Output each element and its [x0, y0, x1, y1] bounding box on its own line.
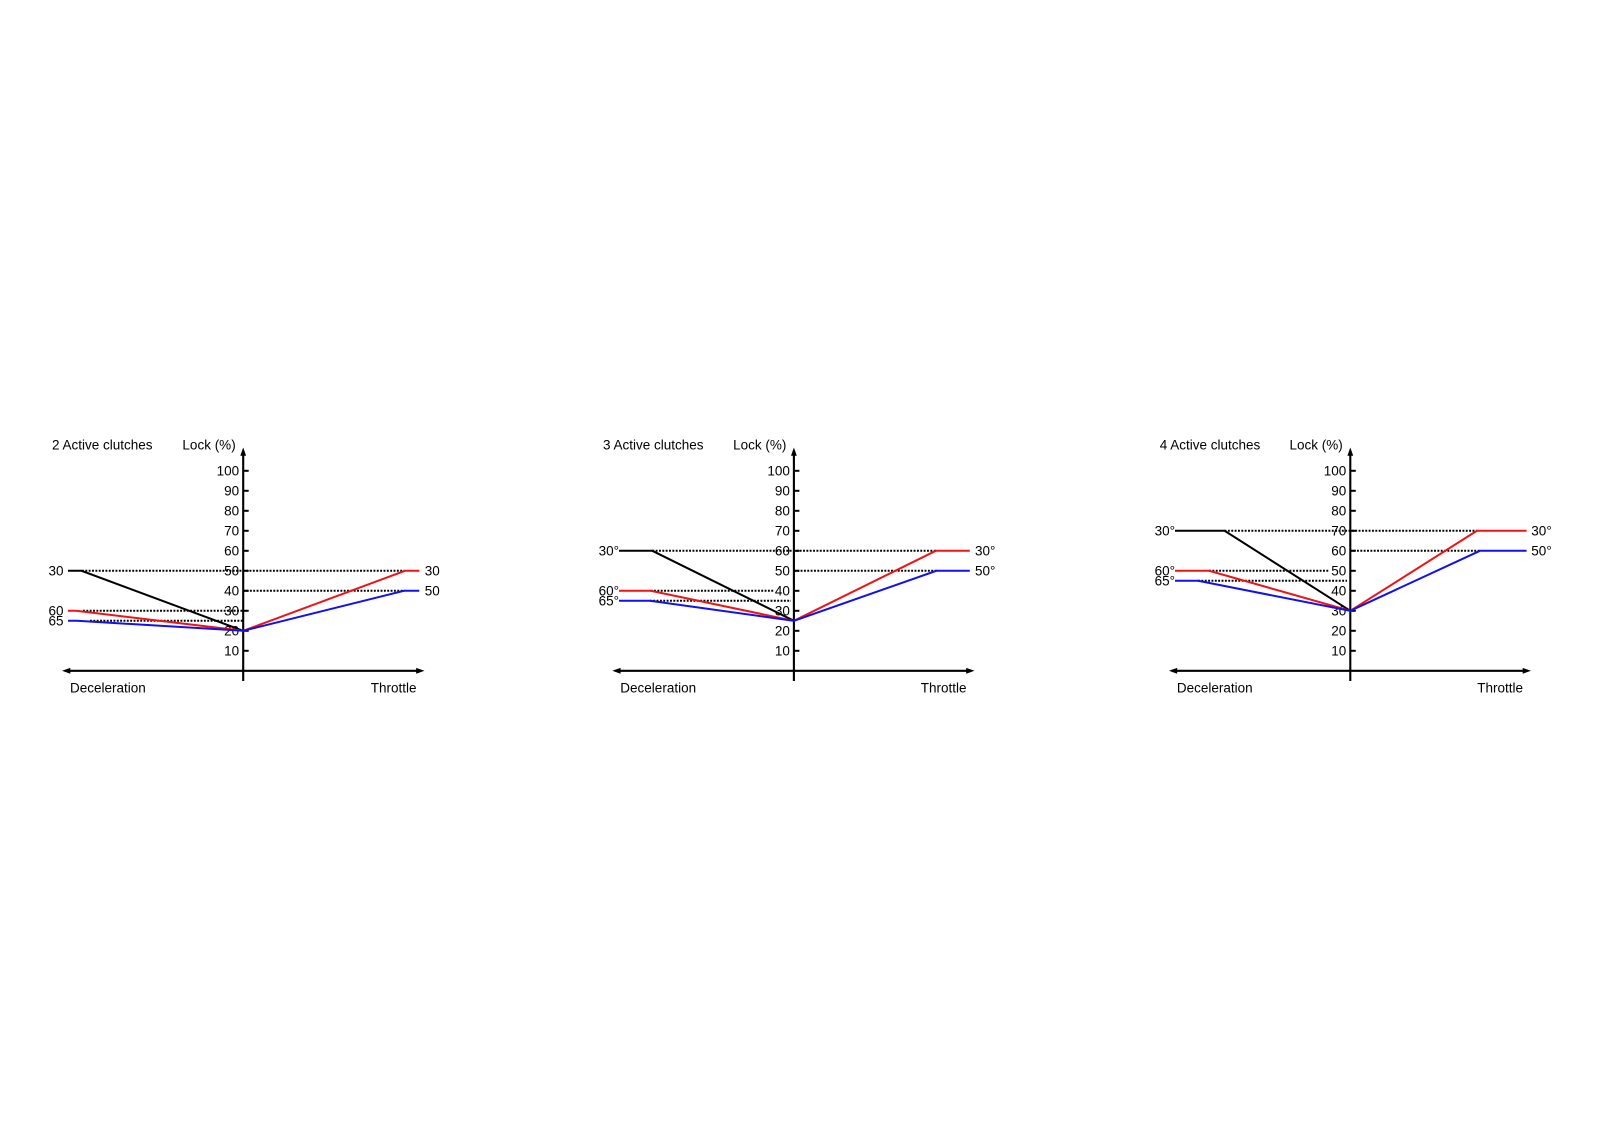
svg-text:30°: 30°	[599, 543, 619, 558]
svg-text:80: 80	[224, 503, 239, 518]
svg-text:40: 40	[224, 583, 239, 598]
svg-text:60: 60	[1331, 543, 1346, 558]
svg-text:20: 20	[1331, 623, 1346, 638]
svg-text:30: 30	[224, 603, 239, 618]
svg-text:Deceleration: Deceleration	[620, 680, 696, 695]
svg-text:Lock (%): Lock (%)	[1290, 438, 1343, 453]
svg-text:90: 90	[224, 483, 239, 498]
svg-text:30°: 30°	[1155, 523, 1175, 538]
svg-text:3 Active clutches: 3 Active clutches	[603, 438, 704, 453]
svg-text:50°: 50°	[975, 563, 995, 578]
svg-text:Lock (%): Lock (%)	[733, 438, 786, 453]
svg-text:60: 60	[775, 543, 790, 558]
svg-text:30°: 30°	[1531, 523, 1551, 538]
svg-text:50: 50	[224, 563, 239, 578]
svg-text:30°: 30°	[975, 543, 995, 558]
svg-text:70: 70	[775, 523, 790, 538]
svg-text:60°: 60°	[599, 583, 619, 598]
svg-text:40: 40	[1331, 583, 1346, 598]
svg-text:60: 60	[48, 603, 63, 618]
svg-text:100: 100	[1324, 463, 1347, 478]
svg-text:80: 80	[1331, 503, 1346, 518]
svg-text:Deceleration: Deceleration	[70, 680, 146, 695]
svg-text:30: 30	[775, 603, 790, 618]
svg-text:65°: 65°	[599, 593, 619, 608]
svg-text:60: 60	[224, 543, 239, 558]
svg-text:50: 50	[775, 563, 790, 578]
svg-text:60°: 60°	[1155, 563, 1175, 578]
svg-text:40: 40	[775, 583, 790, 598]
svg-text:20: 20	[775, 623, 790, 638]
svg-text:Deceleration: Deceleration	[1177, 680, 1253, 695]
svg-text:2 Active clutches: 2 Active clutches	[52, 438, 153, 453]
svg-text:65°: 65°	[1155, 573, 1175, 588]
svg-text:30: 30	[48, 563, 63, 578]
svg-text:Throttle: Throttle	[371, 680, 417, 695]
svg-text:4 Active clutches: 4 Active clutches	[1160, 438, 1261, 453]
svg-text:Throttle: Throttle	[1477, 680, 1523, 695]
svg-text:Throttle: Throttle	[921, 680, 967, 695]
svg-text:50: 50	[1331, 563, 1346, 578]
svg-text:100: 100	[767, 463, 790, 478]
svg-text:50: 50	[425, 583, 440, 598]
svg-text:10: 10	[224, 643, 239, 658]
svg-text:90: 90	[1331, 483, 1346, 498]
svg-text:70: 70	[224, 523, 239, 538]
svg-text:30: 30	[425, 563, 440, 578]
svg-text:10: 10	[775, 643, 790, 658]
svg-text:80: 80	[775, 503, 790, 518]
svg-text:50°: 50°	[1531, 543, 1551, 558]
svg-text:100: 100	[217, 463, 240, 478]
svg-text:90: 90	[775, 483, 790, 498]
svg-text:10: 10	[1331, 643, 1346, 658]
svg-text:70: 70	[1331, 523, 1346, 538]
svg-text:Lock (%): Lock (%)	[182, 438, 235, 453]
svg-text:65: 65	[48, 613, 63, 628]
